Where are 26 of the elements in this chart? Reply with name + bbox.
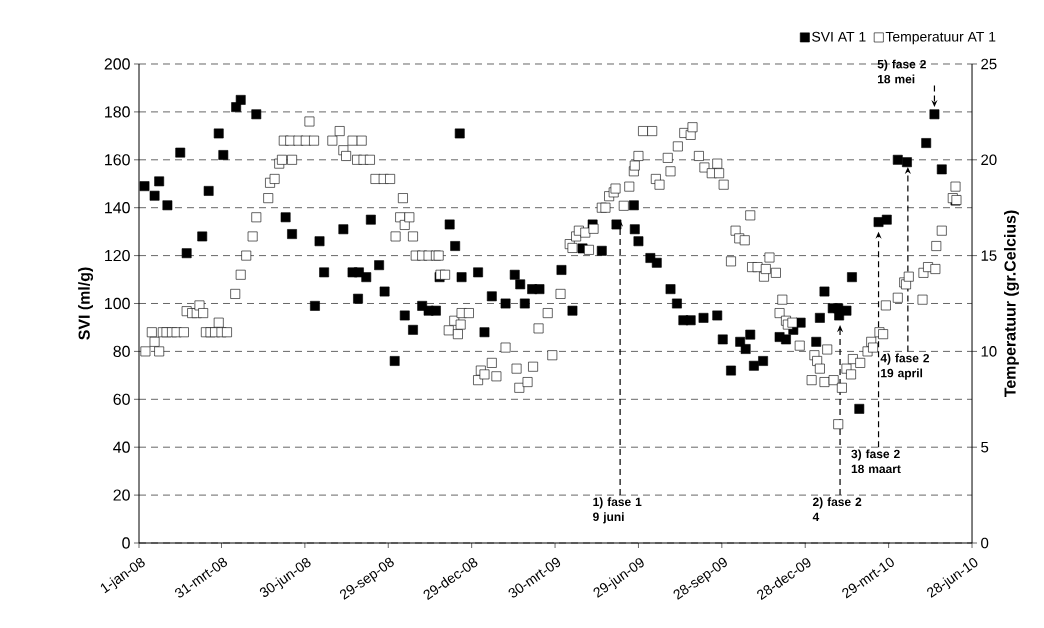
annotation: 2) fase 2 4 [812,497,862,521]
y-tick-label: 60 [113,393,130,405]
y-tick-label: 80 [113,345,130,358]
legend-label: SVI AT 1 [812,31,866,42]
y-tick-label: 20 [113,489,130,501]
y2-tick-label: 15 [981,250,997,261]
y-tick-label: 0 [122,537,130,549]
annotation: 5) fase 2 18 mei [877,59,926,84]
y-tick-label: 140 [105,202,130,214]
y2-tick-label: 10 [981,346,997,357]
y2-tick-label: 0 [981,537,989,549]
y2-tick-label: 20 [981,154,997,166]
legend-label: Temperatuur AT 1 [885,31,996,45]
y-tick-label: 160 [105,154,130,166]
annotation: 4) fase 2 19 april [880,353,930,380]
y2-axis-title: Temperatuur (gr.Celcius) [1004,210,1019,398]
annotation: 3) fase 2 18 maart [851,449,901,474]
y2-tick-label: 25 [981,58,997,70]
y-tick-label: 180 [105,106,130,118]
annotation: 1) fase 1 9 juni [593,497,642,524]
y-tick-label: 100 [105,297,130,310]
y-tick-label: 120 [105,249,130,262]
y-tick-label: 40 [113,441,130,453]
y-tick-label: 200 [104,58,130,70]
y-axis-title: SVI (ml/g) [78,267,94,340]
y2-tick-label: 5 [981,441,989,453]
